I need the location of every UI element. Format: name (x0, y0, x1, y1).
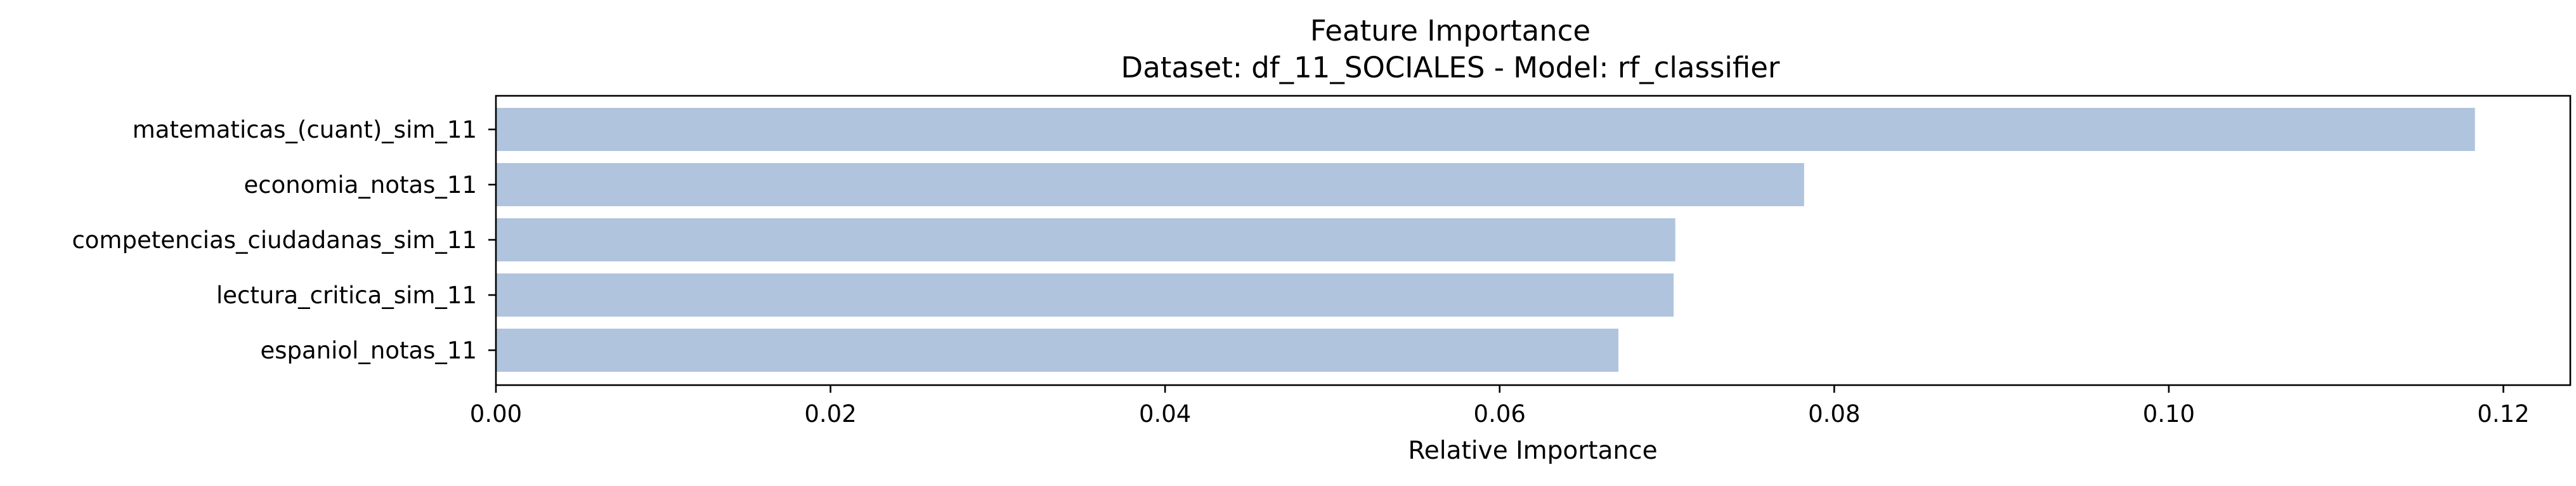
x-tick-label: 0.02 (804, 400, 856, 428)
x-tick-label: 0.12 (2477, 400, 2529, 428)
x-tick-label: 0.06 (1474, 400, 1526, 428)
y-tick-label: competencias_ciudadanas_sim_11 (72, 227, 477, 254)
x-axis-label: Relative Importance (1408, 437, 1657, 465)
bar (496, 329, 1619, 372)
y-axis-ticks: matematicas_(cuant)_sim_11 economia_notas… (72, 116, 496, 364)
bars-group (496, 108, 2475, 372)
bar (496, 163, 1804, 206)
x-axis-ticks: 0.00 0.02 0.04 0.06 0.08 0.10 0.12 (470, 385, 2530, 428)
bar (496, 273, 1674, 317)
bar (496, 108, 2475, 151)
y-tick-label: espaniol_notas_11 (261, 337, 477, 364)
bar (496, 218, 1675, 261)
y-tick-label: matematicas_(cuant)_sim_11 (133, 116, 477, 143)
y-tick-label: economia_notas_11 (244, 171, 477, 199)
x-tick-label: 0.10 (2143, 400, 2195, 428)
y-tick-label: lectura_critica_sim_11 (216, 282, 477, 309)
x-tick-label: 0.04 (1139, 400, 1191, 428)
chart-title: Feature Importance (1310, 14, 1590, 48)
x-tick-label: 0.00 (470, 400, 522, 428)
plot-frame (495, 95, 2572, 386)
x-tick-label: 0.08 (1808, 400, 1860, 428)
chart-subtitle: Dataset: df_11_SOCIALES - Model: rf_clas… (1121, 51, 1780, 84)
